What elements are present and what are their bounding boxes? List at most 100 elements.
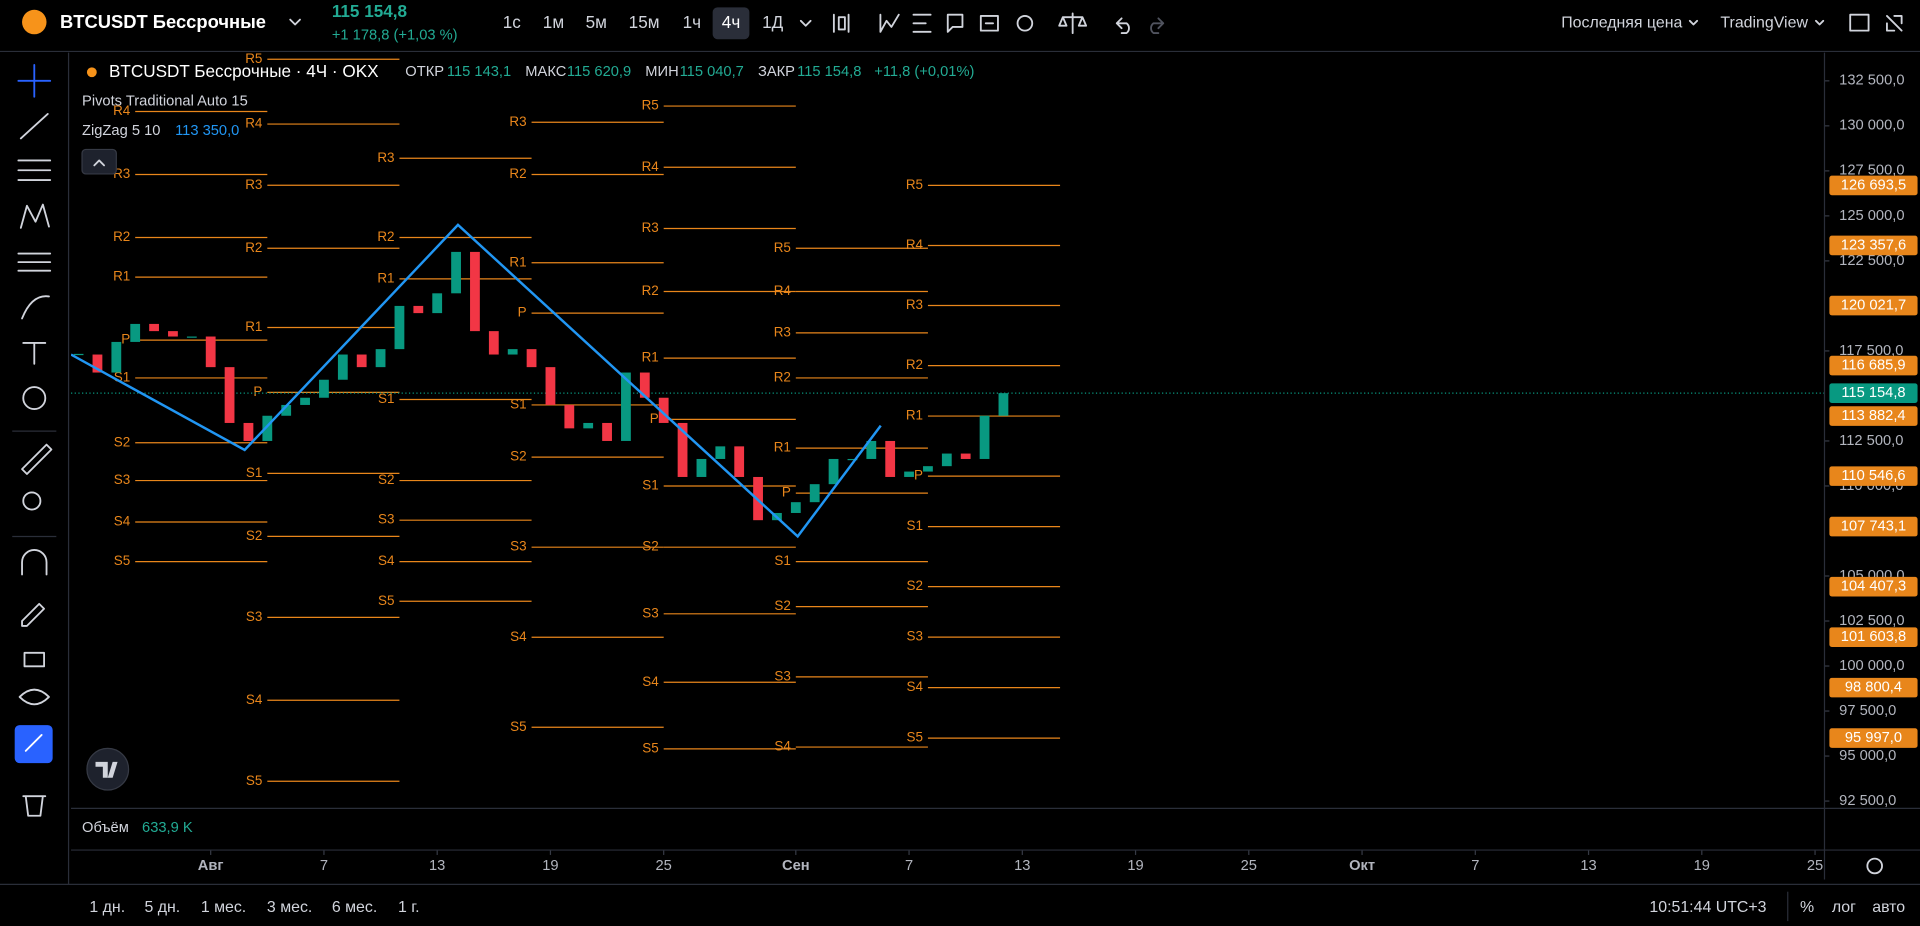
percent-toggle[interactable]: %	[1800, 899, 1814, 916]
ruler-tool[interactable]	[21, 443, 53, 475]
brush-tool[interactable]	[21, 295, 50, 320]
log-toggle[interactable]: лог	[1832, 899, 1856, 916]
clock: 10:51:44 UTC+3	[1649, 899, 1766, 916]
indicator-value: 113 350,0	[175, 123, 239, 139]
price-tag-label: 104 407,3	[1841, 579, 1906, 595]
pivot-label: R4	[245, 116, 263, 131]
price-type[interactable]: Последняя цена	[1561, 14, 1682, 31]
interval[interactable]: 1м	[543, 12, 564, 32]
layout-icon[interactable]	[1849, 13, 1870, 32]
indicator-name[interactable]: Pivots Traditional Auto 15	[82, 94, 248, 110]
legend-title[interactable]: BTCUSDT Бессрочные · 4Ч · OKX	[109, 61, 379, 81]
price-tag-label: 95 997,0	[1845, 730, 1902, 746]
price-tag	[1829, 175, 1918, 196]
range-button[interactable]: 1 г.	[398, 899, 420, 916]
pivot-label: S5	[246, 773, 262, 788]
pivot-label: S5	[907, 730, 923, 745]
intervals: 1с 1м 5м 15м 1ч 4ч 1Д	[503, 12, 784, 32]
range-button[interactable]: 3 мес.	[267, 899, 312, 916]
interval[interactable]: 1Д	[762, 12, 784, 32]
redo-icon[interactable]	[1150, 17, 1165, 34]
pivot-label: S2	[378, 472, 394, 487]
pivot-label: P	[782, 485, 791, 500]
ohlc-label: МИН	[645, 64, 678, 80]
draw-mode-tool[interactable]	[21, 602, 45, 627]
delete-tool[interactable]	[22, 795, 47, 817]
pivot-label: S1	[907, 518, 923, 533]
price-type-menu[interactable]	[1688, 19, 1699, 26]
axis-settings-icon[interactable]	[1866, 857, 1883, 875]
symbol-menu[interactable]	[289, 18, 301, 26]
templates-icon[interactable]	[912, 13, 932, 33]
y-tick-label: 122 500,0	[1839, 253, 1904, 269]
range-button[interactable]: 6 мес.	[332, 899, 377, 916]
price-tag-label: 98 800,4	[1845, 679, 1902, 695]
interval-menu[interactable]	[799, 19, 812, 27]
x-tick-label: 7	[1471, 858, 1479, 874]
pattern-tool[interactable]	[19, 203, 50, 229]
y-tick-label: 92 500,0	[1839, 793, 1896, 809]
settings-icon[interactable]	[1016, 15, 1034, 32]
candle	[149, 323, 159, 332]
collapse-glyph	[93, 159, 105, 167]
range-button[interactable]: 1 мес.	[201, 899, 246, 916]
x-tick-label: Авг	[198, 858, 224, 874]
alert-icon[interactable]	[946, 13, 964, 33]
candle	[923, 466, 933, 472]
fib-tool[interactable]	[17, 159, 52, 181]
replay-icon[interactable]	[979, 15, 999, 32]
pivot-label: S3	[642, 605, 658, 620]
auto-toggle[interactable]: авто	[1872, 899, 1905, 916]
interval[interactable]: 5м	[586, 12, 607, 32]
pivot-label: P	[518, 305, 527, 320]
x-tick-label: 19	[1127, 858, 1143, 874]
interval[interactable]: 15м	[629, 12, 660, 32]
icon-tool[interactable]	[22, 386, 47, 411]
x-tick-label: 7	[320, 858, 328, 874]
candle	[243, 422, 254, 441]
pivot-label: S2	[246, 528, 262, 543]
zoom-tool[interactable]	[22, 491, 42, 511]
pivot-label: S2	[510, 449, 526, 464]
forecast-tool[interactable]	[17, 252, 52, 272]
visibility-tool[interactable]	[18, 688, 50, 706]
undo-icon[interactable]	[1115, 17, 1130, 34]
tv-logo-glyph	[95, 761, 118, 778]
range-button[interactable]: 1 дн.	[89, 899, 125, 916]
ohlc-value: 115 620,9	[567, 64, 631, 80]
pivot-label: R4	[906, 237, 924, 252]
coin-icon[interactable]	[22, 9, 47, 35]
source-menu[interactable]	[1815, 19, 1825, 26]
candle	[960, 453, 971, 459]
pivot-label: R3	[377, 150, 394, 165]
compare-icon[interactable]	[1058, 12, 1088, 34]
lock-tool[interactable]	[23, 651, 45, 668]
candle	[375, 349, 386, 368]
candle	[639, 372, 650, 398]
candle	[979, 415, 990, 459]
magnet-tool[interactable]	[21, 549, 48, 576]
pivot-label: R3	[642, 220, 659, 235]
range-button[interactable]: 5 дн.	[144, 899, 180, 916]
text-tool[interactable]	[22, 342, 47, 365]
indicators-icon[interactable]	[879, 13, 900, 33]
interval[interactable]: 1с	[503, 12, 522, 32]
fullscreen-icon[interactable]	[1886, 15, 1903, 32]
candle	[866, 440, 877, 459]
interval[interactable]: 4ч	[722, 12, 740, 32]
candle	[507, 349, 518, 355]
x-tick-label: 19	[1694, 858, 1710, 874]
price-tag	[1829, 728, 1918, 748]
source[interactable]: TradingView	[1720, 14, 1808, 31]
price-tag-label: 116 685,9	[1841, 357, 1905, 373]
chart-type-icon[interactable]	[832, 13, 850, 33]
pivot-label: S5	[378, 593, 394, 608]
trend-line-tool[interactable]	[19, 112, 49, 140]
pivot-label: S1	[774, 553, 790, 568]
candle	[526, 349, 537, 368]
symbol[interactable]: BTCUSDT Бессрочные	[60, 11, 266, 32]
indicator-name[interactable]: ZigZag 5 10	[82, 123, 160, 139]
crosshair-tool[interactable]	[17, 63, 52, 98]
interval[interactable]: 1ч	[683, 12, 701, 32]
